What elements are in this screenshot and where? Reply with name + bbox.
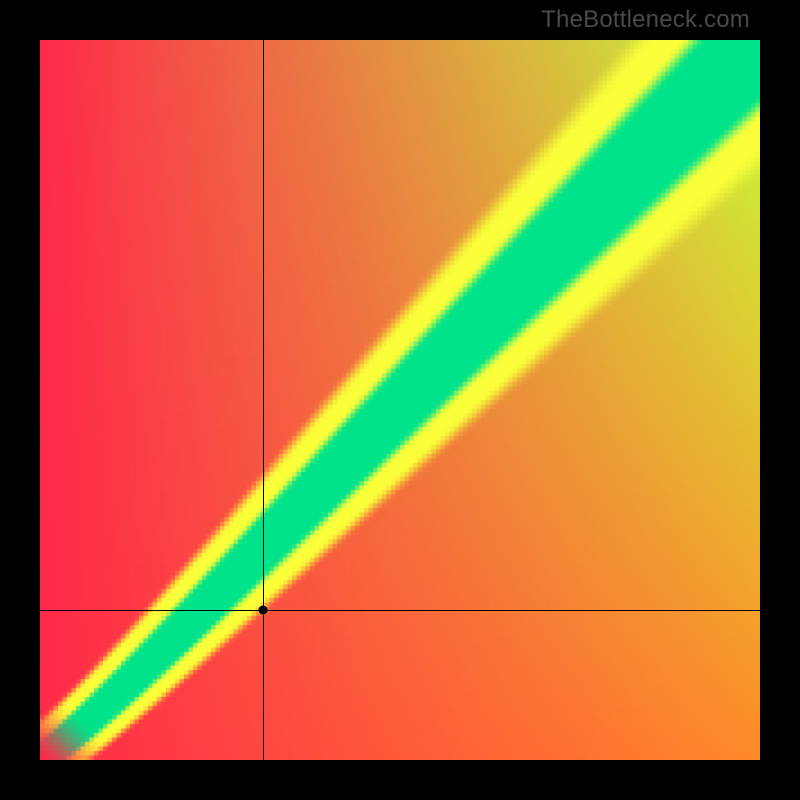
crosshair-vertical <box>263 40 264 760</box>
plot-area <box>40 40 760 760</box>
crosshair-marker-dot <box>259 606 268 615</box>
bottleneck-heatmap <box>40 40 760 760</box>
watermark-text: TheBottleneck.com <box>541 6 750 34</box>
crosshair-horizontal <box>40 610 760 611</box>
